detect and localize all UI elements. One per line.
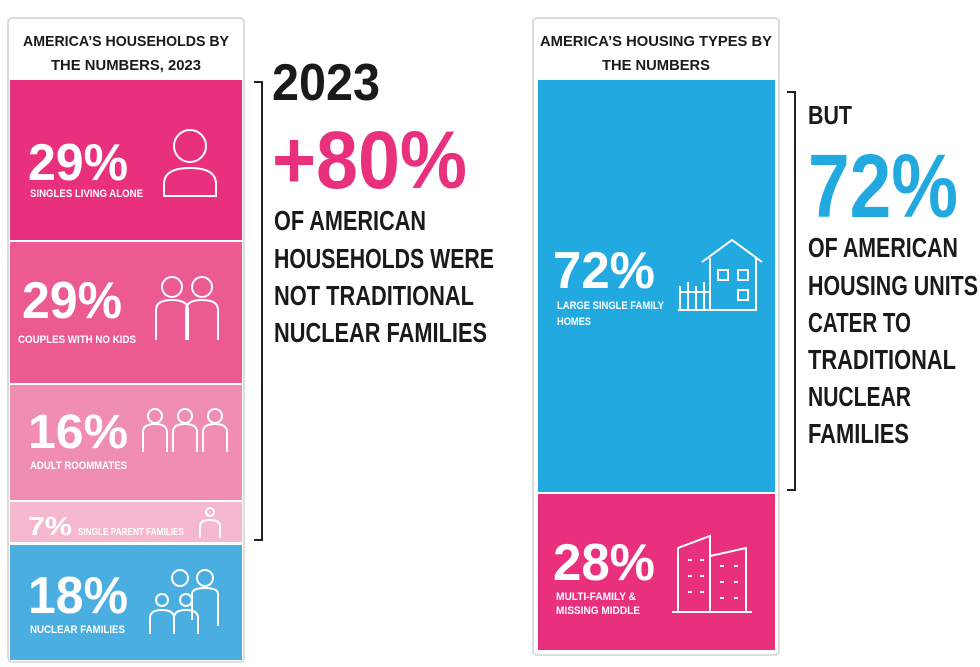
block (10, 242, 242, 383)
callout-line: NOT TRADITIONAL (274, 280, 474, 311)
block-label: SINGLES LIVING ALONE (30, 188, 143, 200)
block-value: 28% (553, 534, 655, 592)
block-label: MULTI-FAMILY & (556, 591, 636, 603)
callout-line: HOUSEHOLDS WERE (274, 243, 494, 274)
bracket (254, 81, 263, 541)
family-icon (149, 569, 219, 634)
callout-line: OF AMERICAN (808, 232, 958, 263)
block-label: MISSING MIDDLE (556, 605, 640, 617)
block-value: 7% (28, 511, 72, 541)
callout-lead: BUT (808, 100, 852, 130)
panel-title: AMERICA’S HOUSING TYPES BY (540, 33, 772, 50)
callout-line: FAMILIES (808, 418, 909, 449)
block-value: 29% (28, 134, 128, 192)
block (10, 545, 242, 660)
panel-title: THE NUMBERS (602, 57, 710, 74)
buildings-icon (672, 534, 752, 613)
block-label: SINGLE PARENT FAMILIES (78, 527, 184, 538)
block-value: 72% (553, 242, 655, 300)
panel-title: THE NUMBERS, 2023 (51, 57, 201, 74)
block-label: COUPLES WITH NO KIDS (18, 334, 136, 346)
block (10, 80, 242, 240)
block (538, 80, 775, 492)
callout-year: 2023 (272, 54, 380, 112)
callout-figure: +80% (272, 115, 467, 206)
block-label: LARGE SINGLE FAMILY (557, 300, 665, 312)
block-value: 16% (28, 406, 128, 459)
block-value: 18% (28, 567, 128, 625)
block-label: ADULT ROOMMATES (30, 460, 127, 472)
block (538, 494, 775, 650)
callout-line: HOUSING UNITS (808, 270, 978, 301)
callout-line: TRADITIONAL (808, 344, 956, 375)
roommates-icon (142, 408, 228, 452)
bracket (787, 91, 796, 491)
callout-line: OF AMERICAN (274, 205, 426, 236)
couple-icon (155, 276, 219, 340)
block-label: NUCLEAR FAMILIES (30, 624, 125, 636)
panel-title: AMERICA’S HOUSEHOLDS BY (23, 33, 229, 50)
callout-line: NUCLEAR (808, 381, 911, 412)
callout-line: CATER TO (808, 307, 911, 338)
callout-line: NUCLEAR FAMILIES (274, 317, 487, 348)
person-icon (163, 129, 217, 197)
single-parent-icon (199, 507, 221, 538)
block-label: HOMES (557, 316, 591, 328)
block-value: 29% (22, 272, 122, 330)
callout-figure: 72% (808, 137, 958, 237)
house-icon (678, 238, 763, 311)
